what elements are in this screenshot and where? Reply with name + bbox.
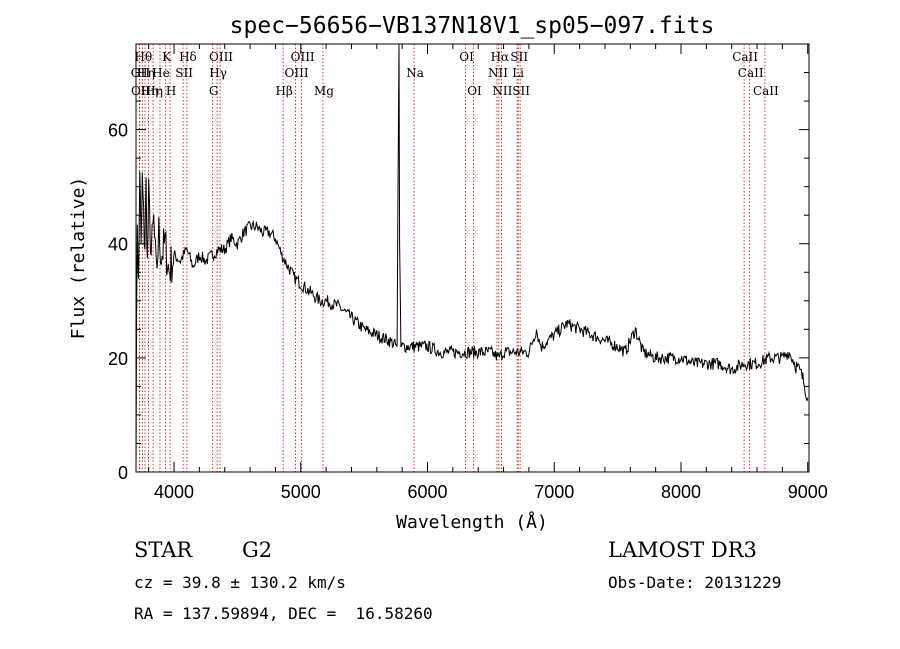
line-label: OIII xyxy=(285,66,309,80)
y-tick-label: 40 xyxy=(108,235,128,255)
object-class: STAR xyxy=(134,538,193,562)
x-tick-label: 8000 xyxy=(661,482,701,502)
line-label: Hδ xyxy=(179,50,197,64)
line-label: Hη xyxy=(141,84,159,98)
observation-date: Obs-Date: 20131229 xyxy=(608,573,782,592)
axis-tick-labels: 4000 5000 6000 7000 8000 9000 0 20 40 60 xyxy=(108,121,828,502)
line-label: OIII xyxy=(209,50,233,64)
spectrum-series-line xyxy=(135,43,809,473)
y-axis-label: Flux (relative) xyxy=(68,177,89,340)
line-label: Hη xyxy=(145,84,163,98)
line-label: SII xyxy=(510,50,528,64)
x-tick-label: 6000 xyxy=(407,482,447,502)
x-tick-label: 7000 xyxy=(534,482,574,502)
coordinates-text: RA = 137.59894, DEC = 16.58260 xyxy=(134,604,433,623)
line-label: OI xyxy=(459,50,474,64)
line-label: CaII xyxy=(732,50,758,64)
line-label: Hθ xyxy=(134,50,152,64)
line-label: CaII xyxy=(738,66,764,80)
line-label: H xyxy=(166,84,176,98)
redshift-text: cz = 39.8 ± 130.2 km/s xyxy=(134,573,346,592)
y-tick-label: 60 xyxy=(108,121,128,141)
x-axis-label: Wavelength (Å) xyxy=(396,511,548,533)
line-label: OI xyxy=(467,84,482,98)
line-label: Li xyxy=(512,66,524,80)
chart-title: spec−56656−VB137N18V1_sp05−097.fits xyxy=(230,13,715,39)
x-tick-label: 9000 xyxy=(788,482,828,502)
line-label: Hγ xyxy=(209,66,227,80)
emission-line-labels: OIIOIIHθHηHηHηHeKHSIIHδGHγOIIIHβOIIIOIII… xyxy=(131,50,779,98)
plot-frame xyxy=(135,43,810,473)
line-label: Hη xyxy=(137,66,155,80)
survey-name: LAMOST DR3 xyxy=(608,538,757,562)
object-subclass: G2 xyxy=(242,538,273,562)
line-label: Na xyxy=(406,66,424,80)
line-label: NII xyxy=(488,66,508,80)
line-label: Hα xyxy=(491,50,510,64)
line-label: OIII xyxy=(291,50,315,64)
line-label: NII xyxy=(492,84,512,98)
x-tick-label: 4000 xyxy=(154,482,194,502)
line-label: Hβ xyxy=(275,84,292,98)
line-label: K xyxy=(162,50,172,64)
emission-line-markers xyxy=(139,44,766,472)
line-label: SII xyxy=(512,84,530,98)
axis-ticks xyxy=(136,44,809,473)
x-tick-label: 5000 xyxy=(281,482,321,502)
line-label: CaII xyxy=(753,84,779,98)
line-label: Mg xyxy=(314,84,334,98)
line-label: He xyxy=(152,66,170,80)
y-tick-label: 20 xyxy=(108,349,128,369)
line-label: G xyxy=(209,84,219,98)
line-label: SII xyxy=(175,66,193,80)
y-tick-label: 0 xyxy=(118,463,128,483)
